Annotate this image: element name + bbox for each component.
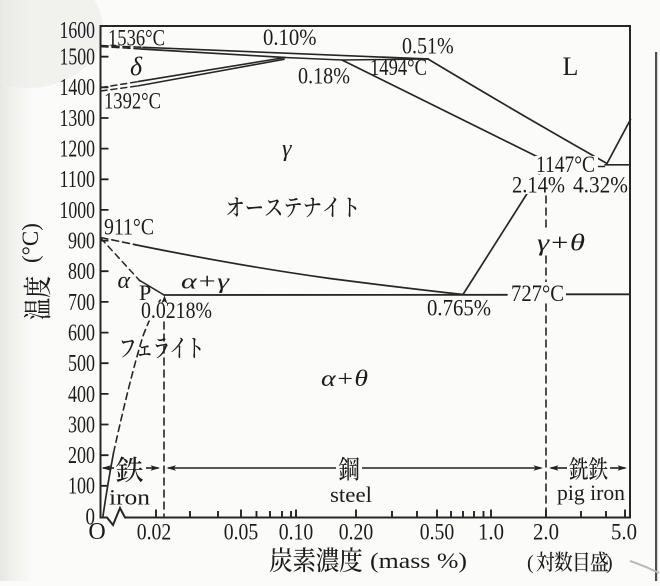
svg-text:2.0: 2.0 (533, 520, 559, 545)
svg-text:100: 100 (68, 474, 95, 500)
svg-text:pig iron: pig iron (557, 480, 625, 505)
svg-text:γ: γ (282, 136, 292, 162)
svg-text:(: ( (527, 552, 534, 574)
svg-text:400: 400 (68, 382, 95, 408)
svg-text:1400: 1400 (60, 75, 96, 101)
svg-text:1494°C: 1494°C (370, 55, 427, 80)
svg-text:800: 800 (68, 259, 95, 285)
svg-text:900: 900 (68, 229, 95, 255)
svg-text:600: 600 (68, 321, 95, 347)
svg-text:1000: 1000 (60, 198, 96, 224)
svg-text:(°C): (°C) (18, 223, 43, 263)
svg-text:iron: iron (109, 485, 150, 510)
svg-text:α+θ: α+θ (321, 366, 368, 391)
svg-text:1200: 1200 (60, 137, 96, 163)
svg-text:0.765%: 0.765% (427, 296, 491, 321)
svg-text:500: 500 (68, 351, 95, 377)
svg-text:1600: 1600 (60, 18, 96, 44)
svg-text:L: L (563, 52, 579, 81)
svg-text:700: 700 (68, 290, 95, 316)
svg-text:O: O (88, 519, 105, 545)
svg-text:0: 0 (86, 504, 96, 530)
svg-text:727°C: 727°C (511, 281, 564, 306)
svg-text:): ) (606, 552, 613, 574)
svg-text:1147°C: 1147°C (536, 152, 595, 177)
svg-text:δ: δ (130, 52, 143, 81)
svg-text:1392°C: 1392°C (104, 89, 161, 114)
svg-text:911°C: 911°C (104, 215, 154, 240)
svg-text:α+γ: α+γ (181, 269, 231, 294)
svg-text:0.0218%: 0.0218% (141, 298, 212, 323)
svg-text:0.18%: 0.18% (298, 63, 350, 88)
svg-text:1300: 1300 (60, 106, 96, 132)
svg-text:200: 200 (68, 443, 95, 469)
svg-text:P: P (139, 280, 151, 305)
svg-text:1536°C: 1536°C (108, 26, 165, 51)
svg-text:1500: 1500 (60, 45, 96, 71)
svg-text:0.10: 0.10 (279, 520, 314, 545)
svg-text:α: α (118, 268, 131, 294)
svg-text:1.0: 1.0 (478, 520, 504, 545)
svg-text:steel: steel (330, 482, 372, 507)
svg-text:300: 300 (68, 412, 95, 438)
svg-text:0.20: 0.20 (339, 520, 374, 545)
svg-text:γ+θ: γ+θ (537, 231, 585, 257)
svg-text:5.0: 5.0 (611, 520, 637, 545)
svg-text:0.10%: 0.10% (263, 25, 317, 50)
svg-text:0.05: 0.05 (224, 520, 259, 545)
svg-text:0.50: 0.50 (420, 520, 455, 545)
svg-text:0.51%: 0.51% (402, 33, 454, 58)
svg-text:(mass %): (mass %) (370, 548, 467, 573)
svg-text:2.14%: 2.14% (512, 173, 565, 198)
svg-text:1100: 1100 (60, 167, 96, 193)
svg-text:4.32%: 4.32% (573, 173, 628, 198)
svg-text:0.02: 0.02 (137, 520, 172, 545)
